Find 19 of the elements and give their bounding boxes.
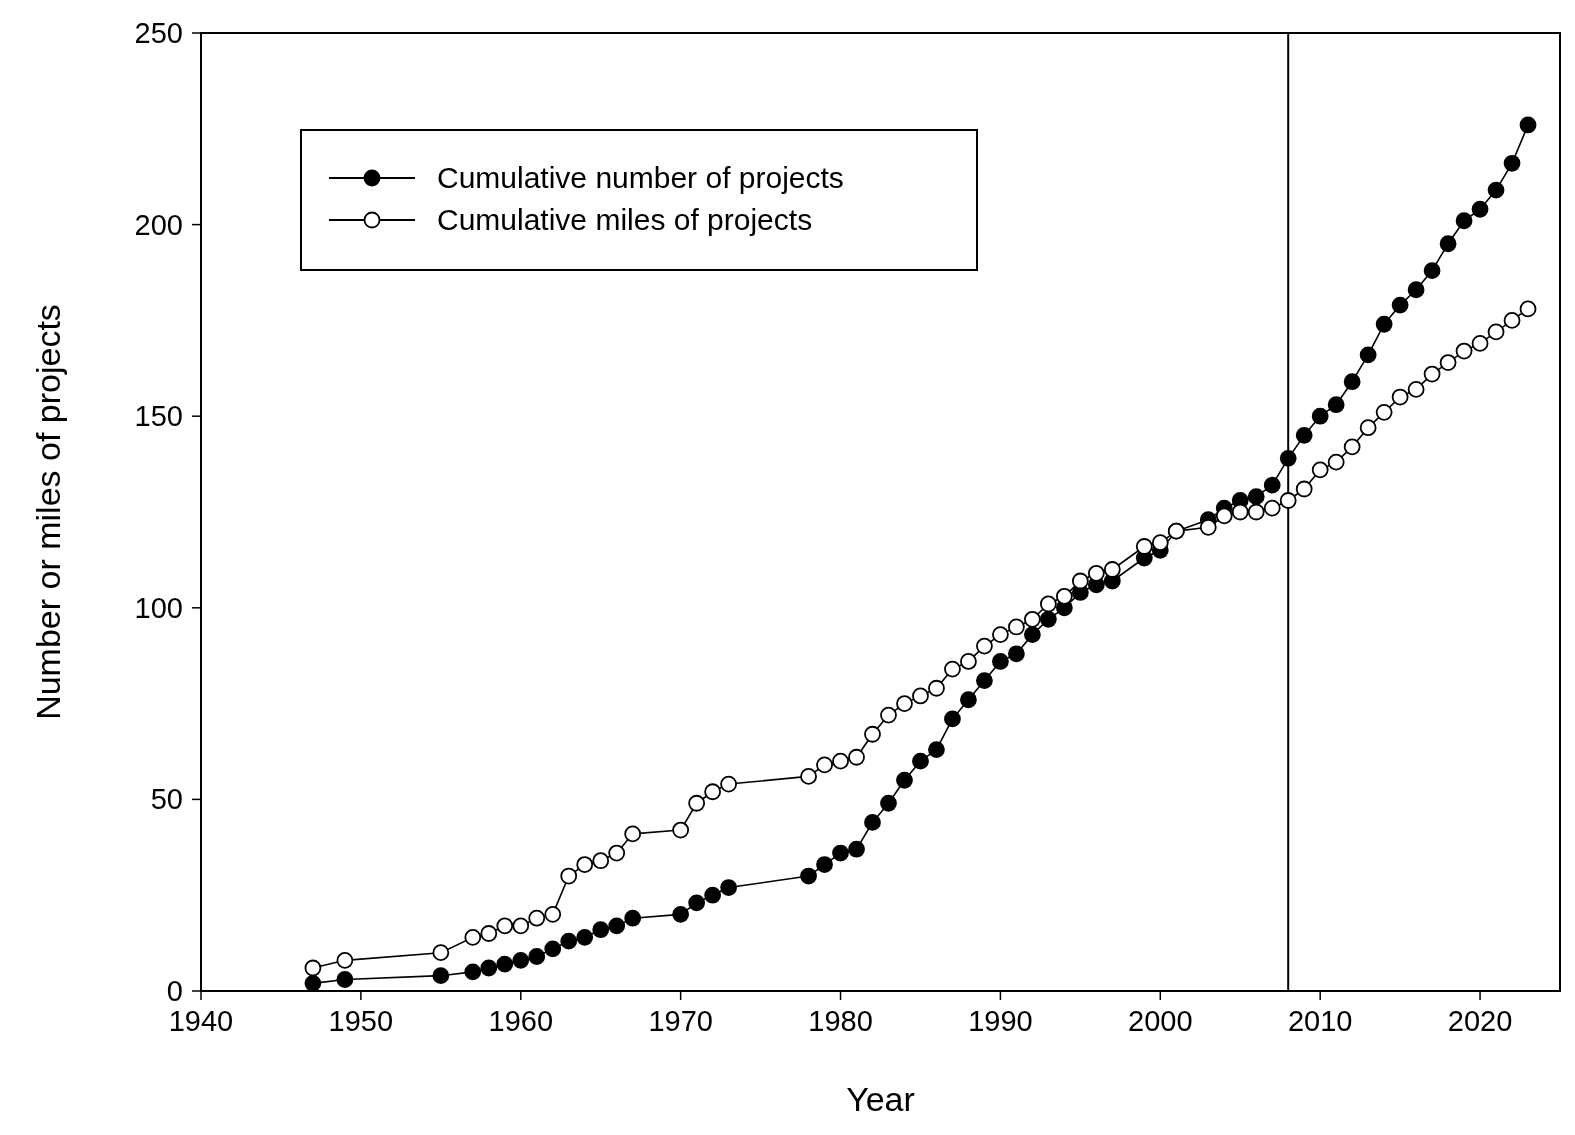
y-tick-label: 150 — [134, 400, 183, 433]
x-axis-title: Year — [846, 1080, 915, 1118]
x-tick-label: 2020 — [1447, 1005, 1513, 1037]
y-tick-label: 0 — [166, 975, 183, 1007]
legend-label: Cumulative miles of projects — [437, 203, 813, 236]
x-tick-label: 2000 — [1128, 1005, 1193, 1037]
x-tick-label: 1980 — [808, 1005, 873, 1037]
x-tick-label: 1950 — [328, 1005, 394, 1037]
y-tick-label: 50 — [150, 783, 183, 816]
y-tick-label: 100 — [134, 591, 183, 624]
legend-label: Cumulative number of projects — [437, 161, 844, 194]
x-tick-label: 1960 — [488, 1005, 554, 1037]
x-tick-label: 1970 — [648, 1005, 713, 1037]
x-tick-label: 1990 — [968, 1005, 1033, 1037]
x-tick-label: 1940 — [168, 1005, 234, 1037]
y-tick-label: 200 — [134, 208, 183, 241]
x-tick-label: 2010 — [1287, 1005, 1353, 1037]
y-axis-title: Number or miles of projects — [29, 304, 67, 720]
y-tick-label: 250 — [134, 17, 183, 49]
